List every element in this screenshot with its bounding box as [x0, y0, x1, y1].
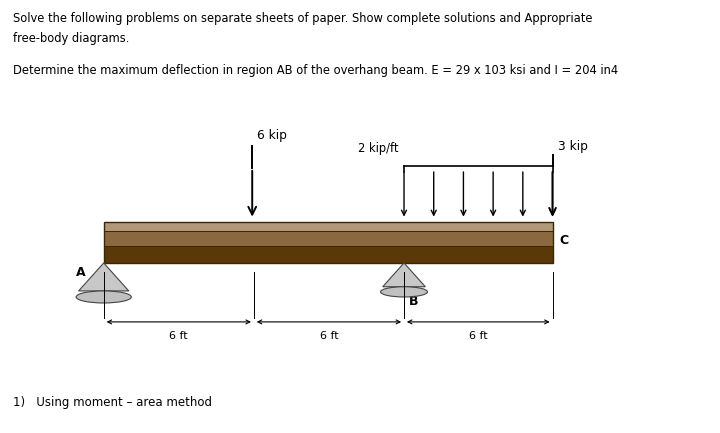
Polygon shape: [78, 263, 129, 291]
Bar: [104, 231, 552, 246]
Polygon shape: [383, 263, 426, 287]
Bar: [104, 222, 552, 231]
Bar: [104, 222, 552, 263]
Text: Determine the maximum deflection in region AB of the overhang beam. E = 29 x 103: Determine the maximum deflection in regi…: [13, 64, 618, 77]
Text: 3 kip: 3 kip: [558, 140, 588, 153]
Text: A: A: [76, 266, 85, 279]
Text: C: C: [559, 234, 568, 247]
Bar: [104, 246, 552, 263]
Text: 6 ft: 6 ft: [469, 331, 487, 341]
Ellipse shape: [381, 287, 428, 297]
Text: B: B: [409, 295, 419, 308]
Text: 1)   Using moment – area method: 1) Using moment – area method: [13, 396, 212, 409]
Text: free-body diagrams.: free-body diagrams.: [13, 32, 130, 45]
Text: 6 ft: 6 ft: [169, 331, 188, 341]
Text: 6 ft: 6 ft: [320, 331, 338, 341]
Ellipse shape: [76, 291, 131, 303]
Text: Solve the following problems on separate sheets of paper. Show complete solution: Solve the following problems on separate…: [13, 12, 593, 25]
Text: 6 kip: 6 kip: [258, 129, 287, 142]
Text: 2 kip/ft: 2 kip/ft: [359, 142, 399, 155]
